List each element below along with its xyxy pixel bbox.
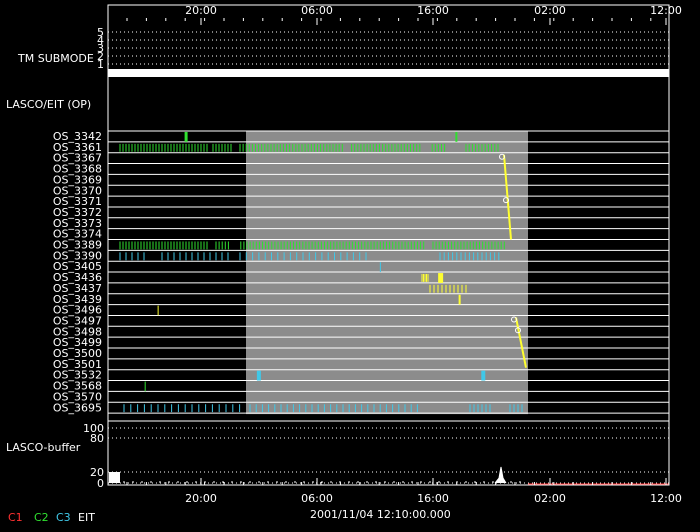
bottom-tick-label: 20:00 [185,492,217,505]
buffer-tick-label: 80 [90,432,104,445]
event-mark [379,262,381,273]
buffer-tick-label: 0 [97,477,104,490]
row-label: OS_3437 [53,282,102,295]
row-label: OS_3499 [53,336,102,349]
row-label: OS_3436 [53,271,102,284]
row-label: OS_3498 [53,325,102,338]
row-label: OS_3568 [53,380,102,393]
submode-level-label: 3 [97,42,104,55]
sequence-marker [499,153,505,160]
row-label: OS_3374 [53,228,102,241]
event-mark [481,370,486,381]
sequence-line [515,317,527,368]
row-label: OS_3369 [53,173,102,186]
top-tick-label: 02:00 [534,4,566,17]
event-mark [157,305,159,316]
submode-active-bar [108,69,669,77]
sequence-marker [511,316,517,323]
row-label: OS_3389 [53,239,102,252]
buffer-tick-label: 100 [83,422,104,435]
row-label: OS_3439 [53,293,102,306]
row-label: OS_3371 [53,195,102,208]
row-label: OS_3370 [53,184,102,197]
tm-submode-label: TM SUBMODE [17,52,94,65]
row-label: OS_3390 [53,249,102,262]
row-label: OS_3497 [53,314,102,327]
buffer-fill [109,472,120,483]
top-tick-label: 20:00 [185,4,217,17]
row-label: OS_3367 [53,152,102,165]
row-label: OS_3342 [53,130,102,143]
buffer-spike [494,466,507,484]
lasco-buffer-label: LASCO-buffer [6,441,81,454]
bottom-tick-label: 06:00 [301,492,333,505]
row-label: OS_3500 [53,347,102,360]
sequence-marker [515,327,521,334]
row-label: OS_3496 [53,304,102,317]
axes: 20:00 20:00 06:00 06:00 16:00 16:00 02:00 02:00… [107,4,682,505]
event-mark [438,273,444,283]
top-tick-label: 12:00 [650,4,682,17]
top-tick-label: 16:00 [417,4,449,17]
sequence-marker [503,197,509,204]
legend-c2: C2 [34,511,49,524]
event-mark [455,132,458,142]
event-marks [108,69,669,485]
event-mark [144,381,146,392]
buffer-tick-label: 20 [90,466,104,479]
timestamp: 2001/11/04 12:10:00.000 [310,508,451,521]
bottom-tick-label: 16:00 [417,492,449,505]
row-label: OS_3405 [53,260,102,273]
legend-c3: C3 [56,511,71,524]
submode-level-label: 4 [97,34,104,47]
row-label: OS_3361 [53,141,102,154]
submode-level-label: 2 [97,50,104,63]
sequence-line [503,154,512,240]
event-mark [184,132,188,142]
row-label: OS_3373 [53,217,102,230]
top-tick-label: 06:00 [301,4,333,17]
legend: C1 C2 C3 EIT [8,511,95,524]
bottom-tick-label: 12:00 [650,492,682,505]
legend-eit: EIT [78,511,95,524]
row-label: OS_3368 [53,163,102,176]
submode-level-label: 1 [97,58,104,71]
row-label: OS_3372 [53,206,102,219]
legend-c1: C1 [8,511,23,524]
bottom-tick-label: 02:00 [534,492,566,505]
event-mark [256,370,261,381]
row-label: OS_3570 [53,390,102,403]
lasco-eit-label: LASCO/EIT (OP) [6,98,91,111]
grid-lines [108,31,669,484]
plot-frame [107,4,670,486]
row-label: OS_3695 [53,401,102,414]
submode-level-label: 5 [97,26,104,39]
event-mark [458,294,461,305]
row-label: OS_3501 [53,358,102,371]
row-label: OS_3532 [53,369,102,382]
